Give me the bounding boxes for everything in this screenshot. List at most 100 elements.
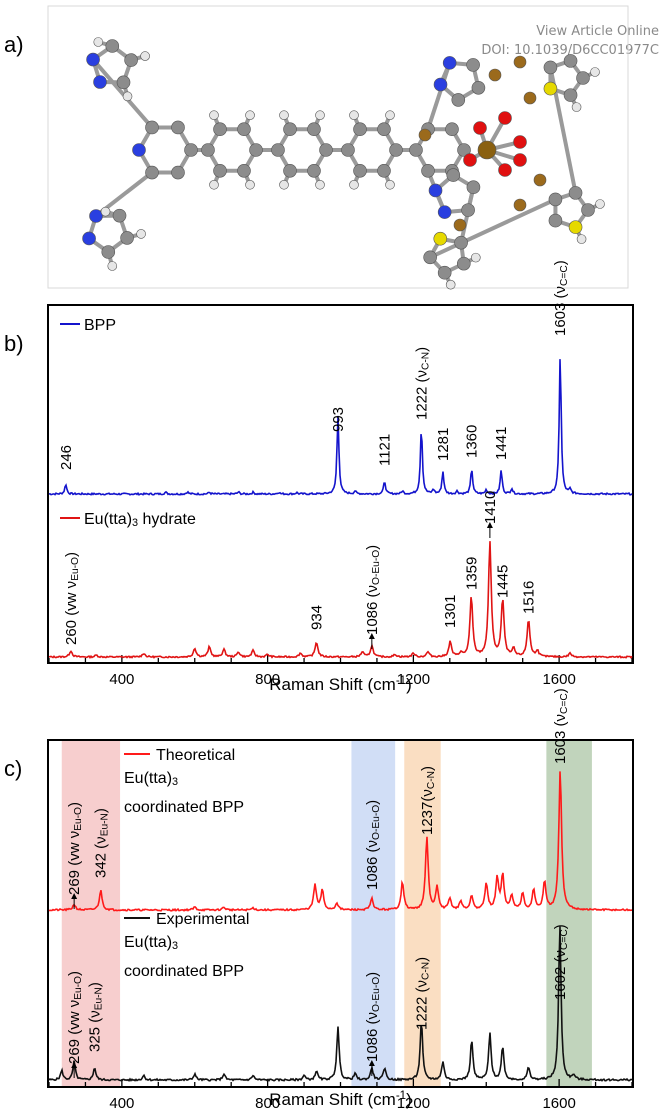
eu-hydrate-arrowhead	[368, 633, 375, 639]
bpp-legend-label: BPP	[84, 317, 116, 334]
theoretical-legend-label-3: coordinated BPP	[124, 799, 244, 816]
molecule-atom	[590, 67, 600, 77]
molecule-atom	[112, 208, 127, 223]
molecule-atom	[568, 186, 583, 200]
bpp-peak-label: 1281	[435, 428, 452, 461]
molecule-atom	[353, 122, 367, 137]
chart-b-tick-label: 1200	[397, 671, 430, 688]
molecule-atom	[456, 256, 471, 271]
molecule-atom	[315, 179, 325, 190]
molecule-atom	[466, 58, 480, 72]
eu-hydrate-peak-label: 1445	[495, 565, 512, 598]
theoretical-peak-label: 342 (νEu-N)	[93, 808, 111, 878]
molecule-atom	[315, 110, 325, 121]
molecule-atom	[140, 51, 150, 61]
eu-hydrate-peak-label: 260 (vw νEu-O)	[63, 552, 81, 645]
molecule-atom	[249, 143, 263, 157]
panel-label-b: b)	[4, 331, 24, 356]
experimental-legend-label-2: Eu(tta)3	[124, 934, 178, 952]
molecule-atom	[409, 143, 423, 157]
molecule-atom	[237, 163, 251, 178]
molecule-atom	[279, 179, 289, 190]
theoretical-peak-label: 1086 (νO-Eu-O)	[364, 800, 382, 890]
eu-hydrate-peak-label: 1359	[463, 557, 480, 590]
bpp-peak-label: 1360	[464, 425, 481, 458]
experimental-peak-label: 1086 (νO-Eu-O)	[364, 972, 382, 1062]
chart-c: 400 800 1200 1600 Raman Shift (cm-1) Theoreti…	[48, 688, 633, 1112]
chart-c-highlight-band	[546, 741, 592, 1086]
chart-c-bands	[61, 741, 592, 1086]
experimental-peak-label: 1222 (νC-N)	[413, 957, 431, 1030]
molecule-atom	[523, 91, 537, 105]
doi-text: DOI: 10.1039/D6CC01977C	[481, 43, 659, 58]
molecule-atom	[498, 163, 512, 177]
bpp-peak-label: 1441	[493, 427, 510, 460]
molecule-panel-frame	[47, 5, 629, 289]
molecule-atom	[89, 209, 103, 223]
molecule-atom	[437, 265, 452, 280]
molecule-atom	[283, 163, 297, 178]
molecule-atom	[451, 93, 466, 107]
eu-hydrate-legend-label: Eu(tta)3 hydrate	[84, 511, 196, 529]
molecule-atom	[477, 140, 497, 160]
molecule-atom	[209, 179, 219, 190]
molecule-atom	[245, 179, 255, 190]
chart-c-axis-label: Raman Shift (cm-1)	[269, 1090, 412, 1109]
molecule-atom	[93, 37, 104, 47]
molecule-atom	[543, 81, 558, 96]
molecule-atom	[445, 279, 456, 290]
theoretical-arrowhead	[71, 893, 78, 899]
experimental-peak-label: 269 (vw νEu-O)	[66, 971, 84, 1064]
molecule-atom	[533, 173, 547, 187]
chart-b: 400 800 1200 1600 Raman Shift (cm-1) BPP Eu(tt…	[48, 260, 633, 694]
chart-c-frame	[47, 739, 634, 1088]
molecule-atom	[116, 75, 131, 90]
molecule-atom	[341, 143, 355, 157]
bpp-peak-label: 246	[58, 445, 75, 470]
molecule-bond	[91, 57, 154, 130]
molecule-atom	[101, 245, 116, 259]
molecule-atom	[124, 53, 138, 67]
molecule-atom	[82, 231, 96, 246]
molecule-atom	[571, 102, 582, 112]
theoretical-peak-label: 1603 (νC=C)	[552, 688, 570, 764]
theoretical-spectrum-line	[48, 771, 632, 912]
molecule-atom	[461, 203, 475, 217]
molecule-atom	[418, 128, 432, 142]
chart-c-tick-label: 800	[255, 1095, 280, 1112]
chart-c-highlight-band	[351, 741, 396, 1086]
molecule-atom	[563, 54, 578, 68]
experimental-spectrum-line	[48, 926, 633, 1083]
molecule-atom	[389, 143, 403, 157]
molecule-atom	[100, 206, 111, 217]
eu-hydrate-arrowhead	[486, 522, 493, 528]
molecule-atom	[86, 52, 100, 67]
chart-c-highlight-band	[61, 741, 121, 1086]
molecule-atom	[213, 122, 227, 137]
chart-c-tick-label: 1200	[397, 1095, 430, 1112]
experimental-legend-label-3: coordinated BPP	[124, 963, 244, 980]
experimental-arrowhead	[71, 1062, 78, 1068]
molecule-atom	[105, 39, 120, 53]
eu-hydrate-peak-label: 934	[308, 605, 325, 630]
molecule-atom	[513, 198, 527, 212]
molecule-atom	[442, 56, 457, 70]
molecule-atom	[93, 75, 107, 89]
molecule-atom	[122, 91, 133, 102]
molecule-atom	[581, 203, 595, 217]
molecule-atom	[132, 143, 146, 157]
molecule-atom	[576, 71, 590, 85]
molecule-image	[82, 37, 605, 290]
molecule-atom	[209, 110, 219, 121]
molecule-atom	[543, 60, 558, 75]
bpp-peak-label: 1121	[377, 434, 394, 466]
molecule-atom	[279, 110, 289, 121]
molecule-atom	[145, 165, 159, 180]
molecule-atom	[184, 143, 198, 157]
theoretical-peak-label: 269 (vw νEu-O)	[66, 802, 84, 895]
molecule-atom	[466, 180, 481, 195]
theoretical-legend-label: Theoretical	[156, 747, 235, 764]
molecule-atom	[245, 110, 255, 121]
theoretical-peak-label: 1237(νC-N)	[419, 766, 437, 835]
molecule-atom	[271, 143, 285, 157]
